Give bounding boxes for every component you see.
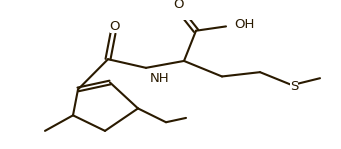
Text: O: O xyxy=(110,20,120,33)
Text: NH: NH xyxy=(150,72,169,85)
Text: O: O xyxy=(174,0,184,11)
Text: OH: OH xyxy=(234,18,254,31)
Text: S: S xyxy=(290,80,298,93)
